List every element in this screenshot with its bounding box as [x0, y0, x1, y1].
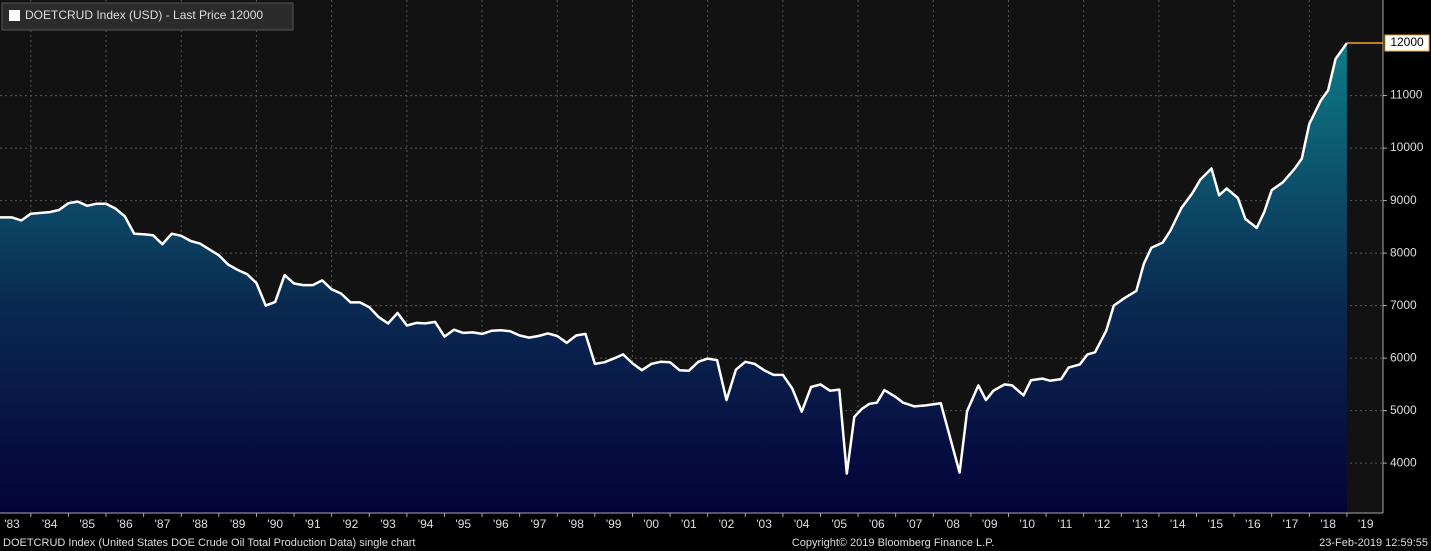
- x-tick-label: '05: [831, 517, 847, 531]
- x-tick-label: '03: [756, 517, 772, 531]
- x-tick-label: '91: [305, 517, 321, 531]
- x-tick-label: '14: [1170, 517, 1186, 531]
- x-tick-label: '11: [1058, 517, 1073, 531]
- x-tick-label: '00: [643, 517, 659, 531]
- y-tick-label: 11000: [1390, 88, 1423, 102]
- x-tick-label: '07: [907, 517, 923, 531]
- x-tick-label: '83: [4, 517, 20, 531]
- last-price-box: [1384, 34, 1430, 52]
- x-tick-label: '88: [192, 517, 208, 531]
- x-tick-label: '13: [1132, 517, 1148, 531]
- chart-title: DOETCRUD Index (USD) - Last Price 12000: [25, 8, 263, 22]
- x-tick-label: '98: [568, 517, 584, 531]
- timestamp: 23-Feb-2019 12:59:55: [1319, 537, 1428, 549]
- x-tick-label: '89: [230, 517, 246, 531]
- x-tick-label: '02: [719, 517, 735, 531]
- x-tick-label: '09: [982, 517, 998, 531]
- y-tick-label: 8000: [1390, 245, 1417, 259]
- x-tick-label: '85: [79, 517, 95, 531]
- x-tick-label: '86: [117, 517, 133, 531]
- y-tick-label: 5000: [1390, 403, 1417, 417]
- x-tick-label: '84: [42, 517, 58, 531]
- x-tick-label: '93: [380, 517, 396, 531]
- x-tick-label: '19: [1358, 517, 1374, 531]
- x-tick-label: '87: [155, 517, 171, 531]
- x-tick-label: '15: [1207, 517, 1223, 531]
- x-tick-label: '92: [343, 517, 359, 531]
- y-tick-label: 6000: [1390, 350, 1417, 364]
- line: [0, 42, 1348, 475]
- x-tick-label: '18: [1320, 517, 1336, 531]
- x-tick-label: '06: [869, 517, 885, 531]
- x-tick-label: '04: [794, 517, 810, 531]
- marks: [0, 42, 1348, 513]
- footer: DOETCRUD Index (United States DOE Crude …: [3, 537, 415, 549]
- x-tick-label: '90: [267, 517, 283, 531]
- x-tick-label: '08: [944, 517, 960, 531]
- y-tick-label: 4000: [1390, 455, 1417, 469]
- y-tick-label: 7000: [1390, 298, 1417, 312]
- legend-swatch: [9, 10, 20, 21]
- y-tick-label: 10000: [1390, 140, 1424, 154]
- x-tick-label: '97: [531, 517, 547, 531]
- legend-box: [1, 2, 294, 31]
- x-tick-label: '10: [1019, 517, 1035, 531]
- last-price-label: 12000: [1390, 35, 1424, 49]
- x-tick-label: '99: [606, 517, 622, 531]
- y-tick-label: 9000: [1390, 193, 1417, 207]
- copyright: Copyright© 2019 Bloomberg Finance L.P.: [792, 537, 994, 549]
- area: [0, 43, 1347, 513]
- x-tick-label: '96: [493, 517, 509, 531]
- x-tick-label: '94: [418, 517, 434, 531]
- x-tick-label: '01: [681, 517, 697, 531]
- x-tick-label: '95: [455, 517, 471, 531]
- x-tick-label: '17: [1283, 517, 1299, 531]
- x-tick-label: '16: [1245, 517, 1261, 531]
- x-tick-label: '12: [1095, 517, 1111, 531]
